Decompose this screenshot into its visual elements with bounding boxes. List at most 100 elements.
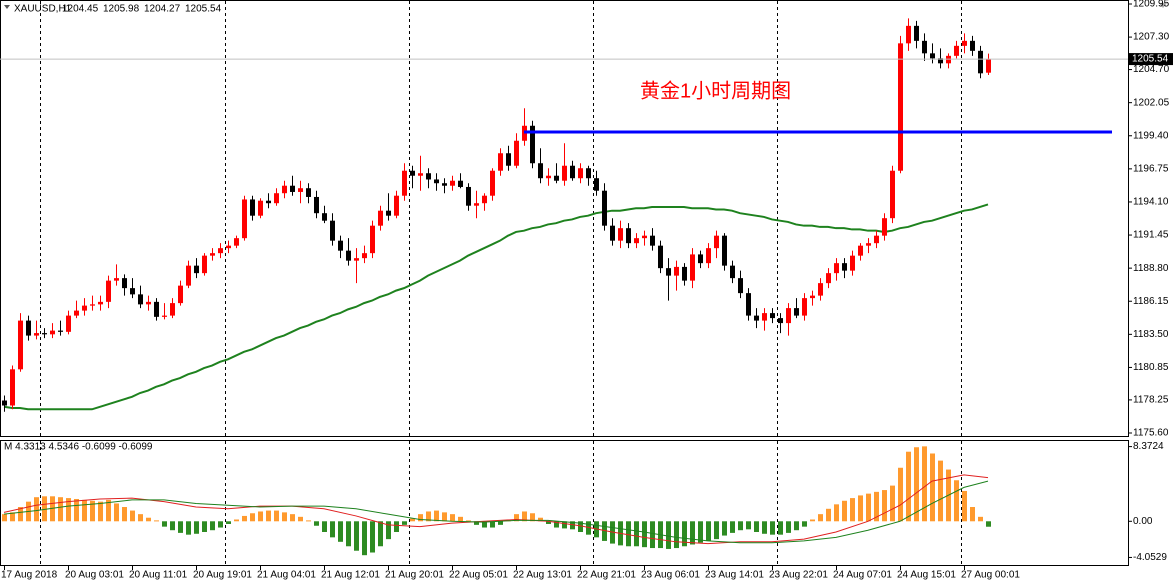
x-tick-label: 22 Aug 13:01 [513,570,572,581]
histogram-bar [786,521,791,533]
candle-body [538,163,543,179]
signal-line [3,480,989,544]
y-tick-label: 1191.45 [1133,230,1169,241]
candle-body [810,295,815,299]
histogram-bar [626,521,631,547]
histogram-bar [378,521,383,547]
histogram-bar [306,520,311,522]
x-tick-label: 17 Aug 2018 [1,570,58,581]
candle-body [410,170,415,176]
histogram-bar [322,521,327,532]
histogram-bar [986,521,991,527]
candle-body [290,185,295,192]
histogram-bar [762,521,767,534]
candle-body [474,203,479,206]
histogram-bar [138,514,143,522]
main-panel [0,0,1129,437]
candle-body [154,301,159,317]
histogram-bar [970,507,975,522]
candle-body [514,140,519,166]
candle-body [138,294,143,305]
histogram-bar [642,521,647,548]
candle-body [690,254,695,281]
histogram-bar [850,498,855,522]
candle-body [842,263,847,271]
histogram-bar [282,512,287,522]
histogram-bar [410,518,415,522]
ohlc-high: 1205.98 [103,4,140,15]
header: XAUUSD,H1 1204.45 1205.98 1204.27 1205.5… [4,4,222,453]
candle-body [826,273,831,284]
histogram-bar [482,521,487,528]
candle-body [50,330,55,335]
candle-body [434,179,439,184]
histogram-bar [938,460,943,522]
histogram-bar [274,510,279,522]
histogram-bar [922,446,927,522]
histogram-bar [546,521,551,524]
histogram-bar [778,521,783,535]
candle-body [386,210,391,216]
histogram-bar [2,514,7,522]
candle-body [170,303,175,316]
histogram-bar [186,521,191,535]
candle-body [306,188,311,197]
y-tick-label: 1204.70 [1133,64,1170,75]
histogram-bar [666,521,671,549]
candle-body [818,283,823,296]
candle-body [330,220,335,241]
histogram-bar [458,516,463,522]
histogram-bar [874,491,879,522]
candle-body [274,193,279,204]
candle-body [466,186,471,206]
histogram-bar [930,453,935,522]
candle-body [106,280,111,302]
histogram-bar [962,490,967,522]
histogram-bar [266,510,271,522]
histogram-bar [338,521,343,542]
candle-body [370,225,375,254]
candle-body [98,301,103,305]
histogram-bar [474,521,479,525]
candle-body [266,200,271,204]
histogram-bar [58,497,63,522]
candle-body [530,125,535,164]
candle-body [282,185,287,194]
histogram-bar [234,519,239,522]
candle-body [242,199,247,239]
symbol-icon [4,5,10,9]
candle-body [594,178,599,191]
x-tick-label: 20 Aug 11:01 [129,570,188,581]
y-tick-label: 1186.15 [1133,296,1169,307]
histogram-bar [490,521,495,528]
x-tick-label: 24 Aug 07:01 [833,570,892,581]
candle-body [186,265,191,286]
histogram-bar [690,521,695,545]
histogram-bar [818,514,823,522]
histogram-bar [34,497,39,522]
candle-body [2,400,7,406]
candle-body [18,320,23,370]
x-tick-label: 21 Aug 04:01 [257,570,316,581]
candle-body [218,248,223,254]
candle-body [506,153,511,166]
histogram-bar [314,521,319,526]
histogram-bar [602,521,607,541]
histogram-bar [226,521,231,524]
histogram-bar [250,513,255,522]
candle-body [674,266,679,276]
histogram-bar [714,521,719,540]
x-tick-label: 21 Aug 12:01 [321,570,380,581]
histogram-bar [882,490,887,522]
candle-body [882,218,887,236]
y-tick-label: 1196.75 [1133,163,1169,174]
histogram-bar [50,496,55,522]
candle-body [34,333,39,336]
histogram-bar [386,521,391,540]
histogram-bar [154,520,159,522]
histogram-bar [810,519,815,522]
candle-body [666,268,671,276]
scroll-icon [1159,3,1167,8]
candle-body [26,320,31,336]
